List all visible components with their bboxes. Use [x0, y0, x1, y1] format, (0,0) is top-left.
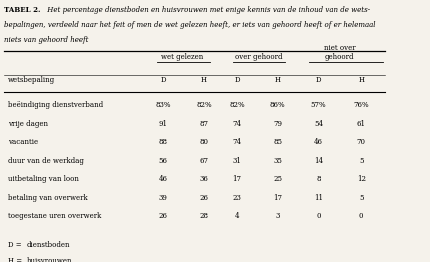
Text: D =: D =	[8, 241, 22, 249]
Text: 91: 91	[159, 119, 168, 128]
Text: 82%: 82%	[196, 101, 212, 109]
Text: niets van gehoord heeft: niets van gehoord heeft	[4, 36, 89, 44]
Text: H: H	[358, 76, 364, 84]
Text: 57%: 57%	[311, 101, 326, 109]
Text: beëindiging dienstverband: beëindiging dienstverband	[8, 101, 103, 109]
Text: 67: 67	[200, 157, 209, 165]
Text: toegestane uren overwerk: toegestane uren overwerk	[8, 212, 101, 220]
Text: 3: 3	[276, 212, 280, 220]
Text: 4: 4	[235, 212, 239, 220]
Text: vrije dagen: vrije dagen	[8, 119, 48, 128]
Text: H =: H =	[8, 257, 22, 262]
Text: 85: 85	[273, 138, 282, 146]
Text: 23: 23	[233, 194, 241, 202]
Text: 5: 5	[359, 157, 363, 165]
Text: vacantie: vacantie	[8, 138, 38, 146]
Text: 26: 26	[200, 194, 209, 202]
Text: 74: 74	[233, 138, 241, 146]
Text: H: H	[201, 76, 207, 84]
Text: wet gelezen: wet gelezen	[161, 53, 204, 61]
Text: 88: 88	[159, 138, 168, 146]
Text: 35: 35	[273, 157, 282, 165]
Text: 17: 17	[273, 194, 282, 202]
Text: 25: 25	[273, 175, 282, 183]
Text: betaling van overwerk: betaling van overwerk	[8, 194, 87, 202]
Text: 79: 79	[273, 119, 282, 128]
Text: 83%: 83%	[155, 101, 171, 109]
Text: 46: 46	[159, 175, 168, 183]
Text: D: D	[234, 76, 240, 84]
Text: 46: 46	[314, 138, 323, 146]
Text: 82%: 82%	[229, 101, 245, 109]
Text: 54: 54	[314, 119, 323, 128]
Text: H: H	[275, 76, 281, 84]
Text: 14: 14	[314, 157, 323, 165]
Text: 17: 17	[233, 175, 241, 183]
Text: huisvrouwen: huisvrouwen	[26, 257, 72, 262]
Text: duur van de werkdag: duur van de werkdag	[8, 157, 84, 165]
Text: D: D	[160, 76, 166, 84]
Text: over gehoord: over gehoord	[234, 53, 282, 61]
Text: 11: 11	[314, 194, 323, 202]
Text: 56: 56	[159, 157, 168, 165]
Text: 74: 74	[233, 119, 241, 128]
Text: niet over
gehoord: niet over gehoord	[324, 44, 356, 61]
Text: wetsbepaling: wetsbepaling	[8, 76, 55, 84]
Text: 12: 12	[357, 175, 366, 183]
Text: 61: 61	[357, 119, 366, 128]
Text: 39: 39	[159, 194, 168, 202]
Text: 8: 8	[316, 175, 321, 183]
Text: uitbetaling van loon: uitbetaling van loon	[8, 175, 79, 183]
Text: 87: 87	[200, 119, 209, 128]
Text: 31: 31	[233, 157, 241, 165]
Text: 36: 36	[200, 175, 209, 183]
Text: 86%: 86%	[270, 101, 286, 109]
Text: 0: 0	[359, 212, 363, 220]
Text: 26: 26	[159, 212, 168, 220]
Text: TABEL 2.: TABEL 2.	[4, 6, 40, 14]
Text: 76%: 76%	[353, 101, 369, 109]
Text: 80: 80	[200, 138, 209, 146]
Text: 70: 70	[357, 138, 366, 146]
Text: D: D	[316, 76, 321, 84]
Text: bepalingen, verdeeld naar het feit of men de wet gelezen heeft, er iets van geho: bepalingen, verdeeld naar het feit of me…	[4, 21, 375, 29]
Text: 5: 5	[359, 194, 363, 202]
Text: 0: 0	[316, 212, 321, 220]
Text: dienstboden: dienstboden	[26, 241, 70, 249]
Text: Het percentage dienstboden en huisvrouwen met enige kennis van de inhoud van de : Het percentage dienstboden en huisvrouwe…	[46, 6, 371, 14]
Text: 28: 28	[200, 212, 209, 220]
